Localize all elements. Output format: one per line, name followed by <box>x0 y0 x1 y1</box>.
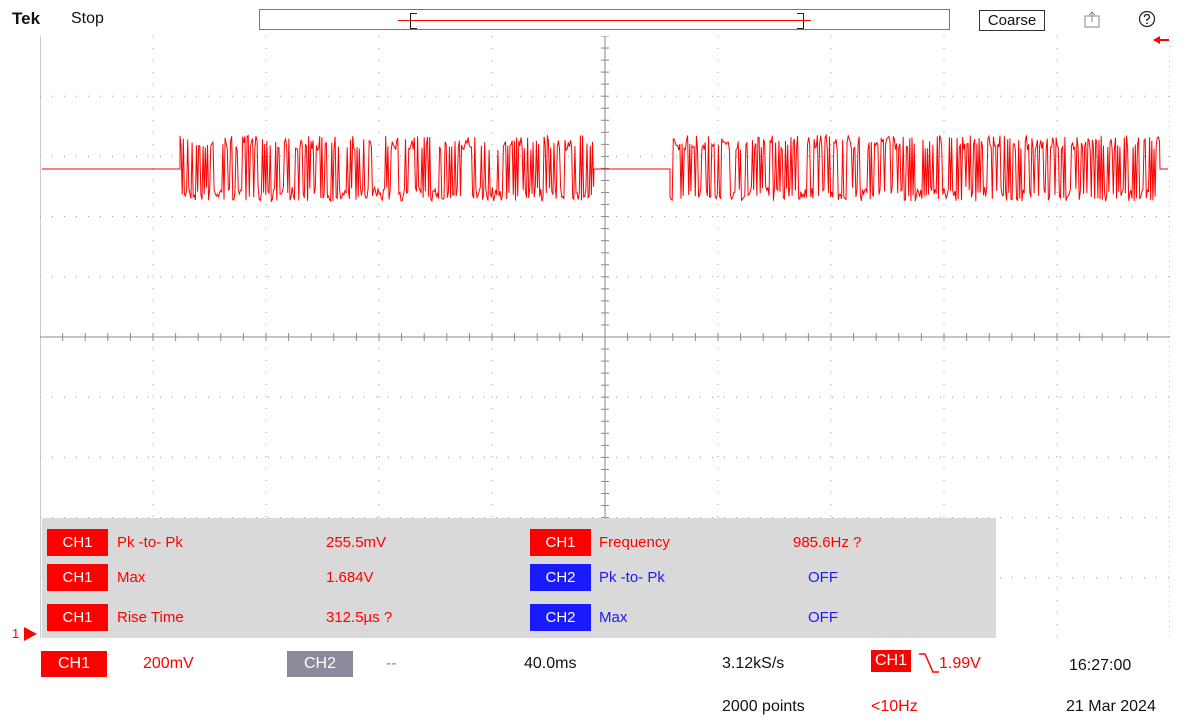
measurement-name: Pk -to- Pk <box>599 569 665 586</box>
ch1-badge[interactable]: CH1 <box>41 651 107 677</box>
measurement-channel-badge: CH1 <box>530 529 591 556</box>
measurement-value: OFF <box>808 569 838 586</box>
measurement-value: 985.6Hz ? <box>793 534 862 551</box>
measurement-name: Max <box>117 569 146 586</box>
falling-edge-icon <box>919 653 939 673</box>
export-icon[interactable] <box>1083 11 1101 34</box>
measurement-panel: CH1 Pk -to- Pk 255.5mV CH1 Max 1.684V CH… <box>42 518 996 638</box>
sample-rate: 3.12kS/s <box>722 655 785 672</box>
measurement-channel-badge: CH1 <box>47 604 108 631</box>
measurement-name: Rise Time <box>117 609 184 626</box>
measurement-channel-badge: CH2 <box>530 604 591 631</box>
acquisition-status: Stop <box>71 10 104 27</box>
horizontal-timebase[interactable]: 40.0ms <box>524 655 577 672</box>
ch1-vertical-scale[interactable]: 200mV <box>143 655 194 672</box>
ch2-vertical-scale[interactable]: -- <box>386 655 397 672</box>
brand-logo: Tek <box>12 9 41 28</box>
ch2-badge[interactable]: CH2 <box>287 651 353 677</box>
trigger-source-badge[interactable]: CH1 <box>871 650 911 672</box>
measurement-value: OFF <box>808 609 838 626</box>
measurement-channel-badge: CH1 <box>47 564 108 591</box>
measurement-channel-badge: CH1 <box>47 529 108 556</box>
trigger-level[interactable]: 1.99V <box>939 655 981 672</box>
help-icon[interactable] <box>1138 10 1156 33</box>
ch1-ground-marker-label: 1 <box>12 626 20 641</box>
coarse-button[interactable]: Coarse <box>979 10 1045 31</box>
measurement-channel-badge: CH2 <box>530 564 591 591</box>
bottom-status-bar: CH1 200mV CH2 -- 40.0ms 3.12kS/s 2000 po… <box>0 640 1190 722</box>
measurement-name: Max <box>599 609 628 626</box>
trigger-frequency: <10Hz <box>871 698 918 715</box>
ch1-marker-arrow-icon <box>24 627 37 641</box>
record-view-bar[interactable] <box>259 9 950 30</box>
record-length: 2000 points <box>722 698 805 715</box>
measurement-value: 1.684V <box>326 569 374 586</box>
clock-time: 16:27:00 <box>1069 657 1132 674</box>
record-view-line <box>398 20 811 21</box>
measurement-name: Pk -to- Pk <box>117 534 183 551</box>
record-view-left-bracket[interactable] <box>410 13 417 29</box>
trigger-position-marker <box>1153 36 1169 44</box>
clock-date: 21 Mar 2024 <box>1066 698 1156 715</box>
ch1-waveform <box>42 133 1168 203</box>
record-view-right-bracket[interactable] <box>797 13 804 29</box>
measurement-name: Frequency <box>599 534 670 551</box>
measurement-value: 312.5µs ? <box>326 609 393 626</box>
measurement-value: 255.5mV <box>326 534 387 551</box>
top-bar: Tek Stop Coarse <box>0 0 1190 36</box>
